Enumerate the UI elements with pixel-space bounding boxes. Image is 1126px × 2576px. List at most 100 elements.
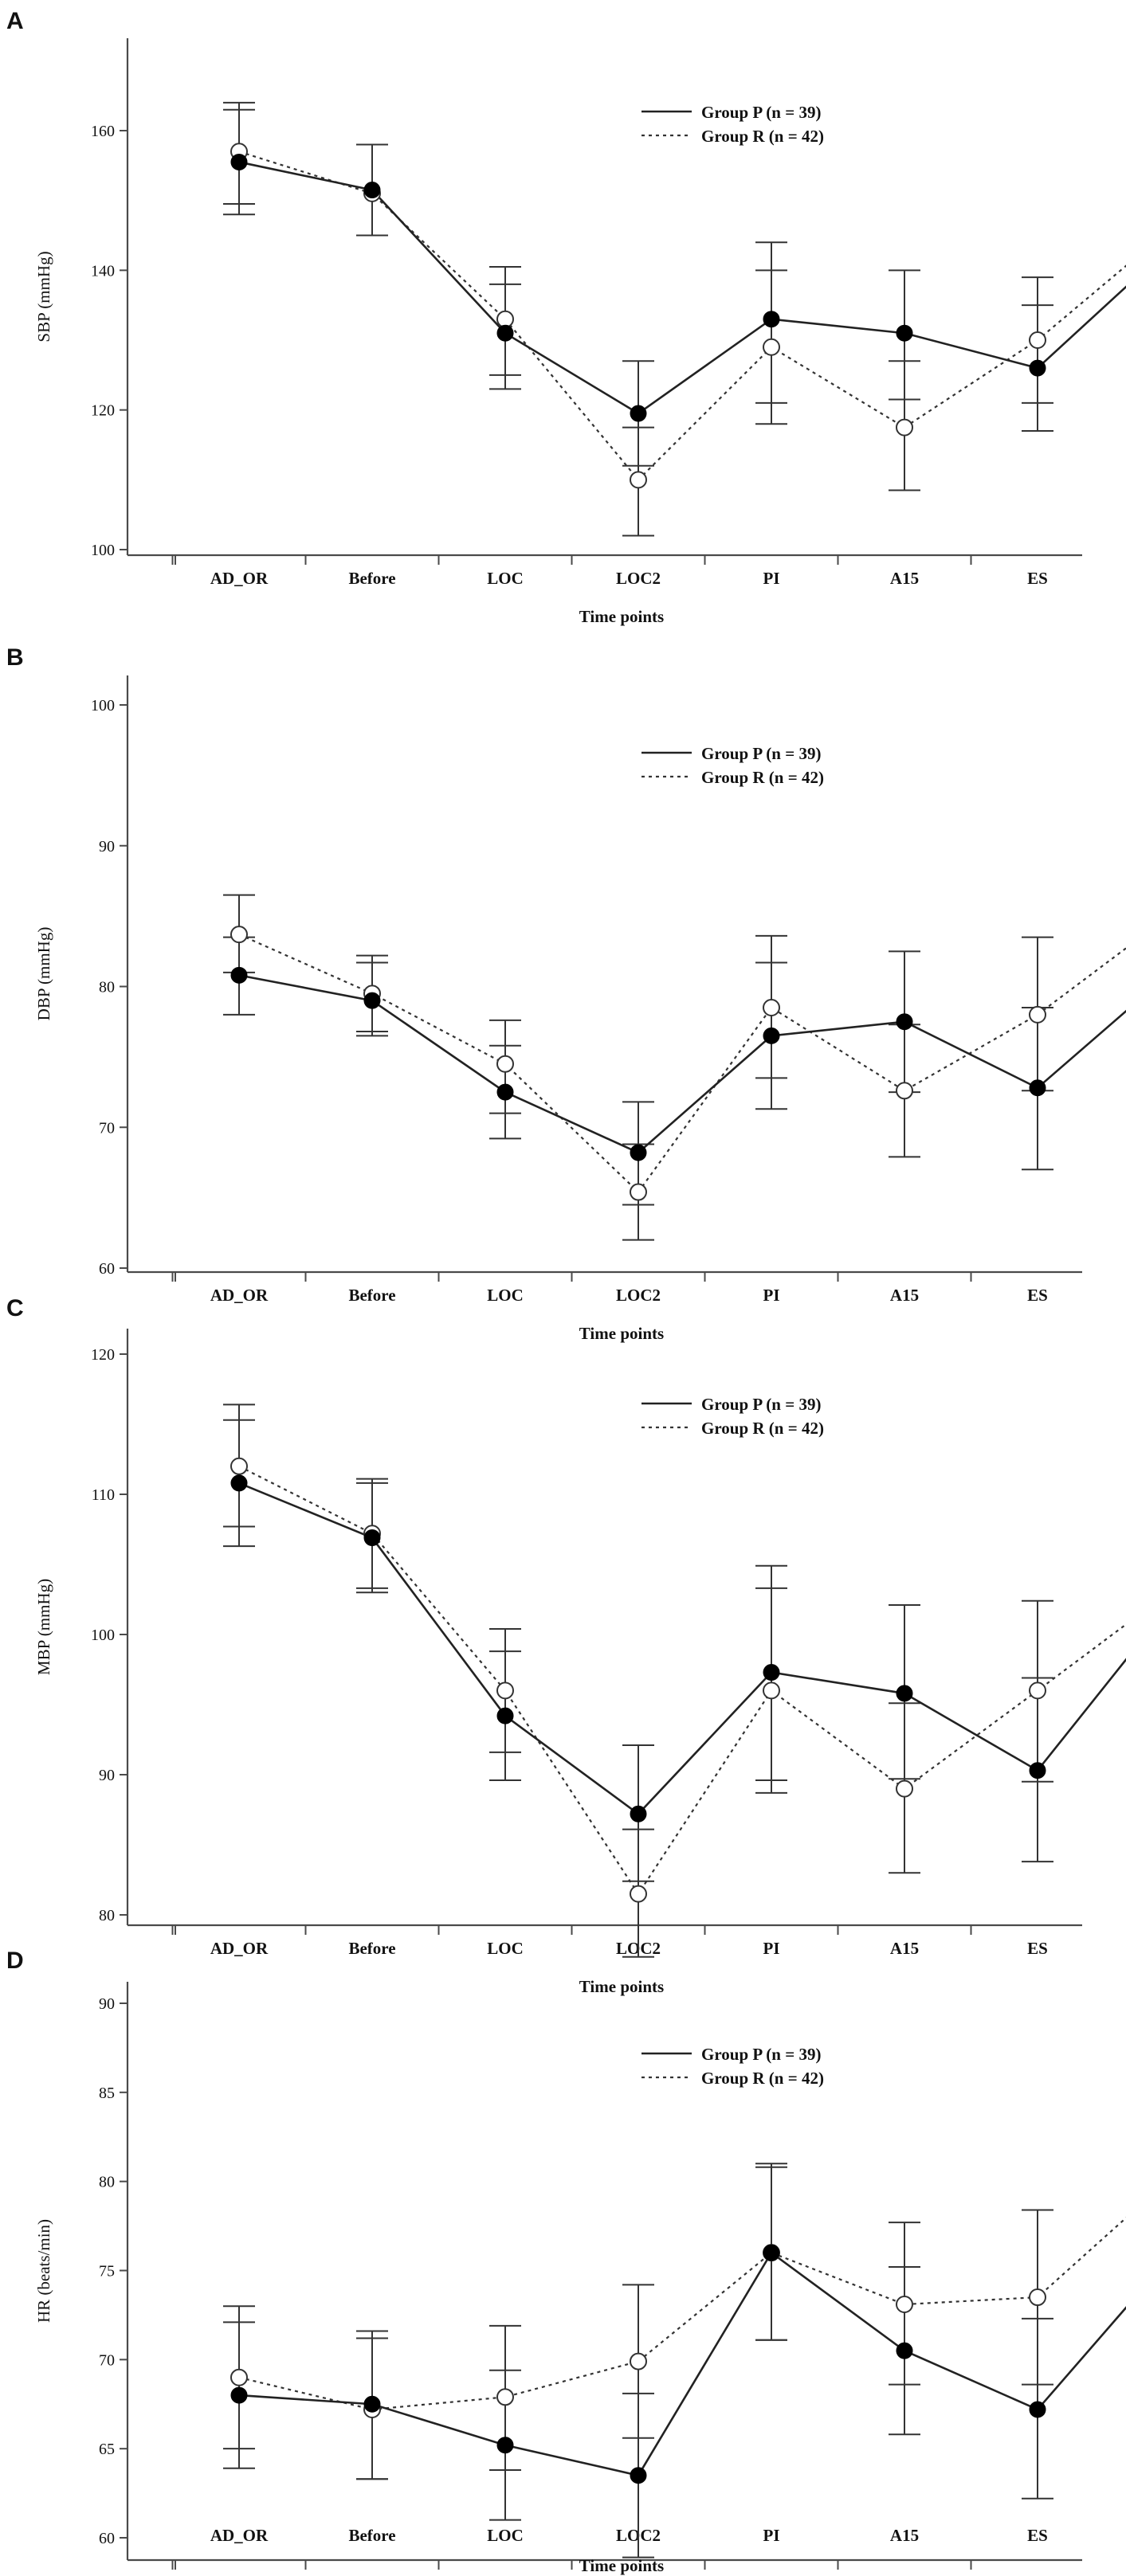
legend-label-group-r: Group R (n = 42) xyxy=(701,768,824,787)
group-p-point xyxy=(363,992,381,1009)
group-p-point xyxy=(630,1144,647,1161)
x-tick-label: LOC xyxy=(487,1939,524,1958)
y-tick-label: 85 xyxy=(99,2085,115,2102)
y-tick-label: 65 xyxy=(99,2441,115,2458)
y-tick-label: 160 xyxy=(91,123,115,140)
y-tick-label: 70 xyxy=(99,1119,115,1137)
group-r-point xyxy=(230,2368,248,2386)
group-p-point xyxy=(896,1013,913,1031)
panel-letter: B xyxy=(6,644,24,671)
group-p-point xyxy=(230,153,248,170)
y-tick-label: 120 xyxy=(91,402,115,420)
x-tick-label: LOC xyxy=(487,1286,524,1305)
group-r-point xyxy=(763,338,780,356)
group-p-point xyxy=(630,1805,647,1822)
panel-D: D 60 65 70 75 80 85 90 HR (beats/min) AD_OR Before… xyxy=(6,1948,1126,2575)
group-p-point xyxy=(496,1707,514,1725)
group-r-point xyxy=(496,1681,514,1700)
group-p-point xyxy=(496,1083,514,1101)
group-r-point xyxy=(230,1457,248,1475)
legend-label-group-p: Group P (n = 39) xyxy=(701,2045,821,2064)
group-p-point xyxy=(763,2244,780,2261)
panel-letter: D xyxy=(6,1948,24,1974)
legend: Group P (n = 39) Group R (n = 42) xyxy=(641,103,824,146)
group-r-point xyxy=(496,1055,514,1073)
x-tick-label: A15 xyxy=(890,569,919,588)
x-tick-label: PI xyxy=(763,1939,780,1958)
group-p-point xyxy=(896,2342,913,2359)
y-tick-label: 80 xyxy=(99,979,115,996)
x-tick-label: AD_OR xyxy=(210,1286,269,1305)
y-tick-label: 60 xyxy=(99,2530,115,2547)
group-p-line xyxy=(238,1482,1126,1816)
panel-letter: C xyxy=(6,1295,24,1321)
y-tick-label: 90 xyxy=(99,1995,115,2013)
legend-label-group-r: Group R (n = 42) xyxy=(701,127,824,146)
x-tick-label: LOC xyxy=(487,569,524,588)
y-tick-label: 110 xyxy=(92,1486,115,1504)
x-axis-title: Time points xyxy=(579,607,664,626)
x-tick-label: Before xyxy=(348,569,395,588)
y-tick-label: 60 xyxy=(99,1260,115,1278)
legend-label-group-p: Group P (n = 39) xyxy=(701,744,821,763)
x-axis-title: Time points xyxy=(579,1324,664,1343)
x-tick-label: AD_OR xyxy=(210,569,269,588)
y-tick-label: 120 xyxy=(91,1346,115,1364)
group-r-line xyxy=(238,2216,1126,2411)
x-tick-label: ES xyxy=(1027,569,1048,588)
x-tick-label: PI xyxy=(763,1286,780,1305)
x-tick-label: LOC2 xyxy=(616,1286,661,1305)
x-axis-title: Time points xyxy=(579,1977,664,1996)
group-r-point xyxy=(896,418,913,437)
group-p-point xyxy=(496,324,514,342)
group-p-point xyxy=(896,324,913,342)
legend-label-group-r: Group R (n = 42) xyxy=(701,1419,824,1438)
x-tick-label: ES xyxy=(1027,2526,1048,2545)
x-tick-label: AD_OR xyxy=(210,2526,269,2545)
x-axis-title: Time points xyxy=(579,2556,664,2575)
y-axis-title: MBP (mmHg) xyxy=(34,1579,53,1675)
y-tick-label: 100 xyxy=(91,697,115,714)
group-r-point xyxy=(896,2295,913,2313)
x-tick-label: Before xyxy=(348,1939,395,1958)
group-p-line xyxy=(238,161,1126,415)
group-r-point xyxy=(763,1681,780,1700)
group-p-point xyxy=(230,2386,248,2404)
y-tick-label: 90 xyxy=(99,1767,115,1784)
group-p-point xyxy=(363,2395,381,2413)
group-p-point xyxy=(763,311,780,328)
group-r-point xyxy=(496,310,514,328)
legend: Group P (n = 39) Group R (n = 42) xyxy=(641,2045,824,2088)
legend-label-group-p: Group P (n = 39) xyxy=(701,1395,821,1414)
x-tick-label: A15 xyxy=(890,2526,919,2545)
panel-A: A 100 120 140 160 SBP (mmHg) AD_OR Before LOC LOC… xyxy=(6,8,1126,626)
y-axis-title: DBP (mmHg) xyxy=(34,927,53,1021)
y-tick-label: 75 xyxy=(99,2263,115,2280)
y-tick-label: 90 xyxy=(99,838,115,855)
x-tick-label: Before xyxy=(348,2526,395,2545)
x-tick-label: ES xyxy=(1027,1939,1048,1958)
group-p-point xyxy=(763,1664,780,1681)
group-p-point xyxy=(230,966,248,984)
x-tick-label: Before xyxy=(348,1286,395,1305)
group-p-point xyxy=(1029,2401,1046,2418)
legend: Group P (n = 39) Group R (n = 42) xyxy=(641,744,824,787)
group-p-point xyxy=(1029,1079,1046,1097)
panel-letter: A xyxy=(6,8,24,34)
group-p-point xyxy=(1029,359,1046,377)
x-tick-label: PI xyxy=(763,2526,780,2545)
x-tick-label: LOC xyxy=(487,2526,524,2545)
panel-B: B 60 70 80 90 100 DBP (mmHg) AD_OR Before LOC LOC2… xyxy=(6,644,1126,1343)
group-p-point xyxy=(630,405,647,422)
group-p-point xyxy=(1029,1762,1046,1779)
group-p-point xyxy=(363,1529,381,1547)
group-r-point xyxy=(630,471,647,489)
group-r-point xyxy=(896,1779,913,1798)
group-r-point xyxy=(1029,2288,1046,2307)
group-p-point xyxy=(363,182,381,199)
group-p-line xyxy=(238,974,1126,1154)
y-tick-label: 80 xyxy=(99,1907,115,1924)
group-r-line xyxy=(238,1465,1126,1896)
